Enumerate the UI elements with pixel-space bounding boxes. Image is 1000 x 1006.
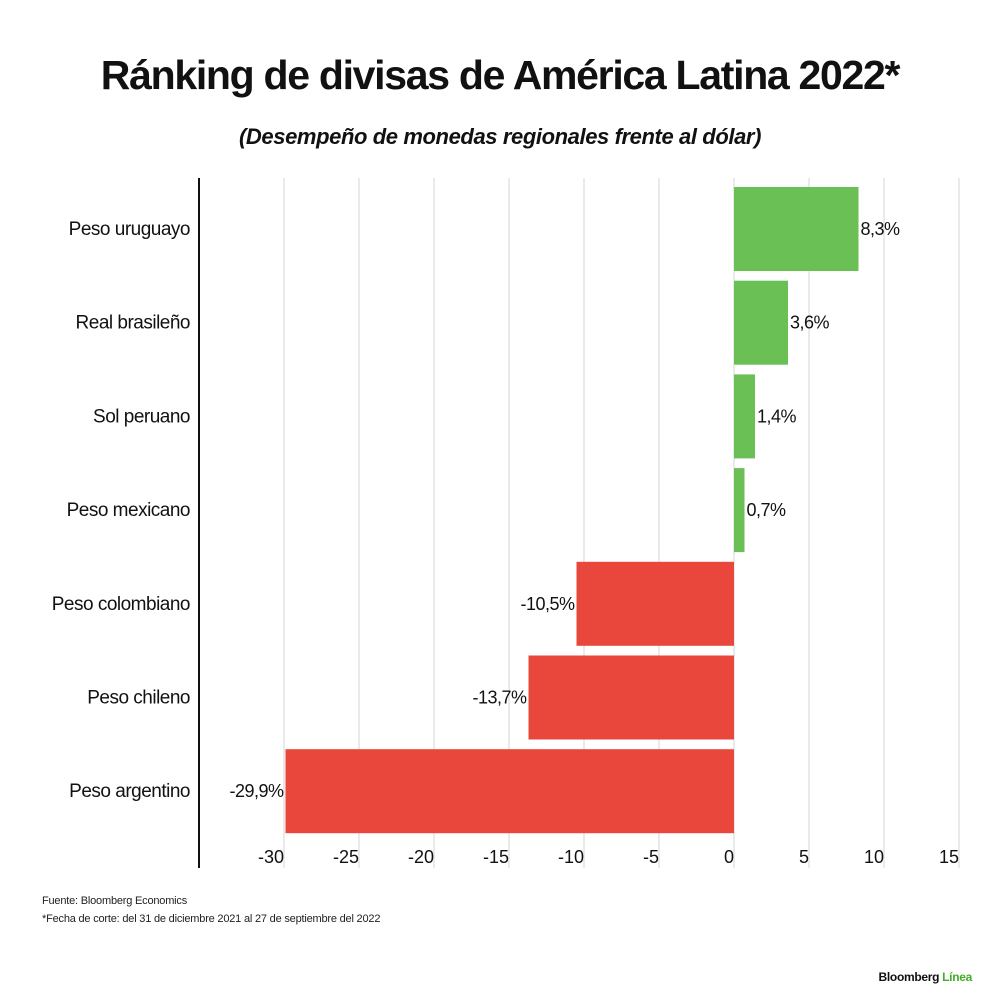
data-label: 3,6% (790, 313, 830, 333)
bar (734, 468, 745, 553)
category-label: Peso argentino (69, 781, 190, 802)
x-tick-label: -5 (643, 847, 659, 867)
cutoff-note: *Fecha de corte: del 31 de diciembre 202… (42, 913, 381, 925)
category-label: Peso mexicano (67, 500, 190, 521)
data-label: 8,3% (861, 219, 901, 239)
chart-subtitle: (Desempeño de monedas regionales frente … (239, 124, 761, 149)
bar (528, 655, 734, 740)
data-label: 0,7% (747, 500, 787, 520)
chart-title: Ránking de divisas de América Latina 202… (100, 52, 901, 98)
category-label: Real brasileño (76, 313, 190, 334)
x-tick-label: 0 (724, 847, 734, 867)
x-tick-label: 15 (939, 847, 959, 867)
bar (576, 561, 734, 646)
x-tick-label: -15 (483, 847, 509, 867)
x-tick-label: -30 (258, 847, 284, 867)
bar (734, 280, 788, 365)
bar (285, 749, 734, 834)
x-tick-label: -10 (558, 847, 584, 867)
category-label: Peso chileno (87, 688, 190, 709)
bar-chart: -30 -25 -20 -15 -10 -5 0 5 10 15 Peso uruguayo 8,3%… (52, 178, 960, 868)
x-tick-label: -25 (333, 847, 359, 867)
data-label: -29,9% (229, 781, 284, 801)
category-label: Peso colombiano (52, 594, 190, 615)
brand-logo: Bloomberg Línea (878, 970, 973, 984)
x-tick-label: -20 (408, 847, 434, 867)
x-tick-label: 10 (864, 847, 884, 867)
x-tick-label: 5 (799, 847, 809, 867)
category-label: Peso uruguayo (69, 219, 190, 240)
data-label: -13,7% (472, 688, 527, 708)
data-label: -10,5% (520, 594, 575, 614)
brand-name-accent: Línea (942, 970, 972, 984)
category-label: Sol peruano (93, 406, 190, 427)
bar (734, 187, 859, 271)
source-note: Fuente: Bloomberg Economics (42, 895, 188, 907)
bar (734, 374, 755, 459)
data-label: 1,4% (757, 406, 797, 426)
brand-name: Bloomberg (878, 970, 940, 984)
